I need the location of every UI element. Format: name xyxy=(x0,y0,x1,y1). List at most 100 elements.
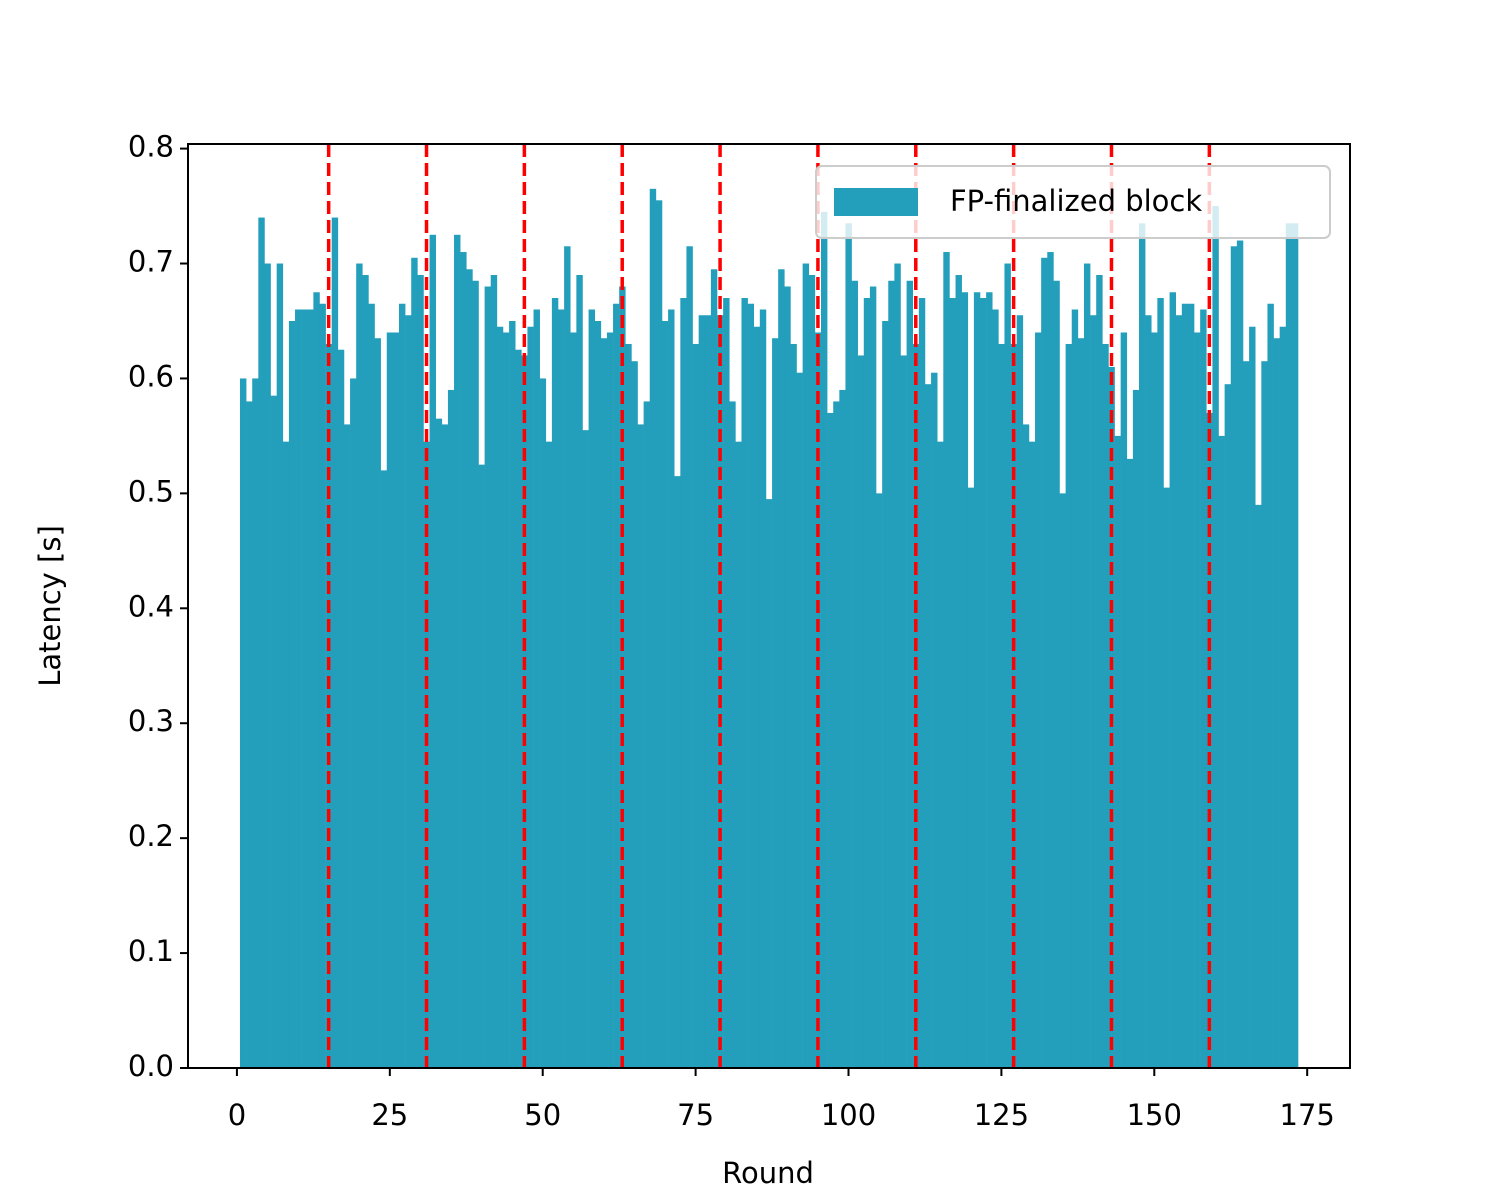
bar xyxy=(741,298,748,1068)
x-tick-label: 150 xyxy=(1127,1098,1182,1132)
bar xyxy=(521,355,528,1069)
bar xyxy=(765,499,773,1069)
bar xyxy=(961,292,969,1068)
bar xyxy=(1267,303,1274,1068)
bar xyxy=(802,263,810,1068)
bar xyxy=(686,246,693,1069)
bar xyxy=(723,298,730,1068)
bar xyxy=(973,292,981,1068)
bar xyxy=(1291,223,1299,1068)
bar xyxy=(1132,389,1140,1068)
bar xyxy=(1016,315,1024,1069)
bar xyxy=(643,401,651,1068)
plot-frame xyxy=(187,143,1351,1069)
legend: FP-finalized block xyxy=(815,165,1331,239)
bar xyxy=(894,263,901,1068)
bar xyxy=(288,320,296,1068)
bar xyxy=(1181,303,1189,1068)
bar xyxy=(343,424,351,1068)
legend-box xyxy=(815,165,1331,239)
bar xyxy=(906,280,914,1068)
bar xyxy=(447,389,455,1068)
bar xyxy=(827,412,834,1068)
bar xyxy=(778,269,785,1068)
bar xyxy=(1230,246,1238,1069)
bar xyxy=(955,275,962,1069)
bar xyxy=(1151,332,1158,1068)
bar xyxy=(784,286,791,1069)
bar xyxy=(460,252,467,1068)
bar xyxy=(931,372,938,1068)
bar xyxy=(606,332,614,1068)
bar xyxy=(1022,424,1030,1068)
bar xyxy=(270,395,277,1069)
bar xyxy=(833,401,840,1068)
bar xyxy=(1126,458,1134,1068)
y-tick-label: 0.4 xyxy=(128,589,174,623)
bar xyxy=(979,298,987,1068)
bar xyxy=(331,217,339,1068)
bar xyxy=(1242,361,1250,1068)
bar xyxy=(967,487,975,1069)
bar xyxy=(937,441,944,1068)
bar xyxy=(1102,343,1109,1068)
bar xyxy=(613,303,620,1068)
bar xyxy=(851,280,858,1068)
bar xyxy=(411,257,418,1068)
bar xyxy=(496,326,504,1069)
bar xyxy=(454,234,461,1069)
bar xyxy=(570,332,577,1068)
bar xyxy=(839,389,846,1068)
bar xyxy=(772,338,779,1068)
bar xyxy=(649,188,657,1068)
bar xyxy=(992,309,999,1068)
bar xyxy=(1279,326,1287,1069)
x-tick-label: 50 xyxy=(524,1098,561,1132)
bar xyxy=(1004,263,1011,1068)
bar xyxy=(258,217,265,1068)
bar xyxy=(276,263,284,1068)
bar xyxy=(1053,280,1060,1068)
bar xyxy=(392,332,400,1068)
bar xyxy=(1273,338,1280,1068)
bar xyxy=(466,269,473,1068)
bar xyxy=(857,355,865,1069)
bar xyxy=(1285,223,1293,1068)
bar xyxy=(539,378,547,1068)
bar xyxy=(900,355,907,1069)
bar xyxy=(631,361,638,1068)
bar xyxy=(998,343,1005,1068)
bar xyxy=(869,286,877,1069)
bar xyxy=(441,424,449,1068)
bar xyxy=(429,234,436,1069)
y-axis-label: Latency [s] xyxy=(33,525,67,687)
bar xyxy=(747,303,755,1068)
bar xyxy=(1212,206,1219,1069)
bar xyxy=(337,349,345,1068)
x-tick-label: 75 xyxy=(677,1098,714,1132)
bar xyxy=(594,320,602,1068)
bar xyxy=(796,372,803,1068)
bar xyxy=(808,275,816,1069)
bar xyxy=(509,320,516,1068)
bar xyxy=(863,298,871,1068)
x-tick-label: 175 xyxy=(1280,1098,1335,1132)
bar xyxy=(588,309,595,1068)
bar xyxy=(1169,292,1176,1068)
bar xyxy=(435,418,443,1068)
bar xyxy=(252,378,259,1068)
bar xyxy=(1224,384,1232,1068)
bar xyxy=(319,303,326,1068)
bar xyxy=(729,401,736,1068)
bar xyxy=(551,298,559,1068)
bar xyxy=(888,280,895,1068)
bar xyxy=(918,298,926,1068)
x-tick-label: 125 xyxy=(974,1098,1029,1132)
y-tick-label: 0.5 xyxy=(128,474,174,508)
bar xyxy=(692,343,699,1068)
bar xyxy=(1200,309,1207,1068)
bar xyxy=(710,269,718,1068)
bar xyxy=(1236,240,1244,1069)
bar xyxy=(1157,298,1164,1068)
